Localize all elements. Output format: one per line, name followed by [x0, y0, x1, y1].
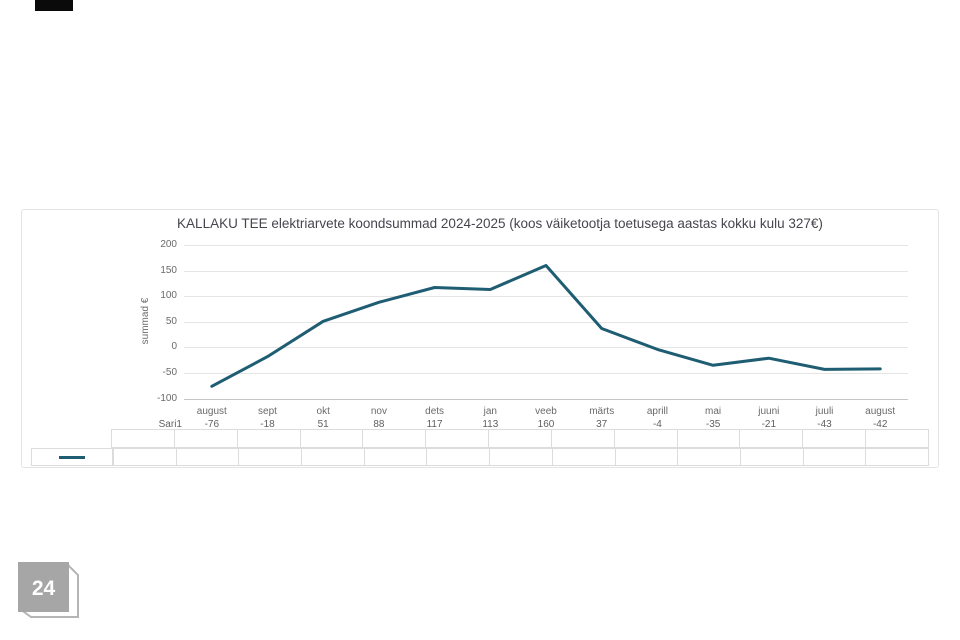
y-tick-label: -50 — [162, 367, 177, 378]
legend-line-swatch — [59, 455, 85, 459]
gridline — [184, 270, 908, 272]
page-number-text: 24 — [32, 577, 56, 600]
data-table-cell — [236, 430, 300, 447]
page-number-badge: 24 — [18, 562, 79, 618]
chart-panel: KALLAKU TEE elektriarvete koondsummad 20… — [21, 209, 939, 468]
gridline — [184, 321, 908, 323]
scan-artifact-bar — [35, 0, 73, 11]
data-table-cell — [363, 449, 427, 465]
data-value-label: -21 — [761, 419, 777, 430]
data-value-label: 160 — [537, 419, 555, 430]
data-table-cell — [425, 430, 488, 447]
x-axis-label: jan — [483, 406, 497, 417]
x-axis-label: märts — [589, 406, 615, 417]
data-table-cell — [301, 449, 364, 465]
gridline — [184, 245, 908, 246]
data-table-cell — [676, 430, 740, 447]
data-table-cell — [802, 449, 866, 465]
gridline — [184, 373, 908, 374]
gridline — [184, 347, 908, 349]
data-table-cell — [550, 430, 614, 447]
x-axis-label: august — [196, 406, 227, 417]
line-series — [210, 264, 882, 388]
legend-cell — [32, 449, 113, 465]
data-value-label: -18 — [260, 419, 275, 430]
x-axis-label: juuli — [815, 406, 834, 417]
x-axis-label: nov — [370, 406, 387, 417]
data-table-cell — [175, 449, 239, 465]
x-axis-line — [184, 398, 908, 400]
data-table-cell — [613, 430, 677, 447]
data-table-cell — [802, 430, 865, 447]
data-value-label: 117 — [426, 419, 443, 430]
data-table-cell — [865, 449, 928, 465]
data-value-label: 37 — [596, 419, 608, 430]
series-line — [210, 264, 882, 388]
data-table-cell — [865, 430, 928, 447]
data-table-cell — [739, 430, 802, 447]
data-table-cell — [489, 449, 552, 465]
y-tick-label: 150 — [160, 264, 177, 276]
y-tick-label: 50 — [165, 315, 177, 327]
x-axis-label: august — [865, 406, 896, 417]
data-table-cell — [739, 449, 803, 465]
x-axis-label: mai — [705, 406, 722, 417]
x-axis-label: dets — [425, 406, 445, 417]
y-tick-label: 100 — [160, 290, 177, 302]
x-axis-label: sept — [258, 406, 277, 417]
data-table-cell — [113, 449, 176, 465]
data-value-label: 113 — [482, 419, 499, 430]
data-table-row-1 — [111, 429, 929, 448]
data-table-cell — [614, 449, 678, 465]
data-value-label: -76 — [204, 419, 220, 430]
data-table-cell — [362, 430, 425, 447]
data-value-label: -43 — [817, 419, 832, 430]
data-value-label: -42 — [872, 419, 888, 430]
data-table-cell — [173, 430, 237, 447]
chart-title: KALLAKU TEE elektriarvete koondsummad 20… — [177, 216, 823, 231]
page-number-square — [18, 562, 69, 612]
data-table-cell — [488, 430, 551, 447]
x-axis-label: veeb — [535, 406, 557, 417]
gridline — [184, 296, 908, 298]
y-tick-label: 0 — [171, 341, 177, 353]
data-table-cell — [112, 430, 174, 447]
series-name-label: Sari1 — [158, 419, 182, 430]
data-value-label: -4 — [652, 419, 662, 430]
data-table-cell — [426, 449, 489, 465]
x-axis-label: aprill — [646, 406, 668, 417]
x-axis-label: juuni — [758, 406, 780, 417]
y-tick-label: 200 — [160, 239, 177, 250]
y-tick-label: -100 — [156, 392, 177, 404]
data-value-label: 88 — [373, 419, 385, 430]
data-table-row-2 — [31, 448, 929, 466]
data-table-cell — [238, 449, 301, 465]
data-value-label: -35 — [705, 419, 721, 430]
data-table-cell — [299, 430, 363, 447]
data-table-cell — [677, 449, 740, 465]
x-axis-label: okt — [316, 406, 330, 417]
data-value-label: 51 — [317, 419, 329, 430]
data-table-cell — [551, 449, 615, 465]
